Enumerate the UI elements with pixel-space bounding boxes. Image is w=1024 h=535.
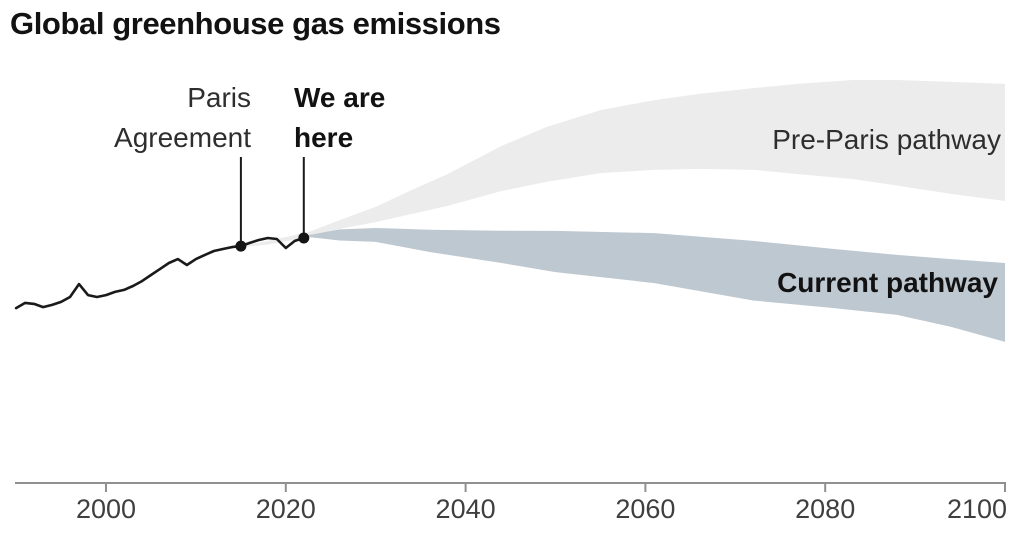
paris-annotation-line1: Paris [187,82,251,113]
we-are-here-marker-dot [298,232,310,244]
x-axis-label: 2080 [795,494,856,524]
x-axis-label: 2020 [255,494,316,524]
x-axis-label: 2040 [435,494,496,524]
x-axis-label: 2100 [946,494,1008,524]
pre-paris-band [240,80,1005,248]
we-are-here-annotation: We are here [294,78,385,158]
paris-agreement-annotation: Paris Agreement [114,78,251,158]
here-annotation-line1: We are [294,82,386,113]
x-axis-label: 2000 [75,494,137,524]
paris-marker-dot [235,240,247,252]
x-axis-label: 2060 [615,494,676,524]
current-band [308,228,1005,342]
paris-annotation-line2: Agreement [114,122,251,153]
current-pathway-label: Current pathway [777,267,998,298]
x-axis-ticks [105,483,1006,492]
chart-title: Global greenhouse gas emissions [10,6,501,41]
pre-paris-pathway-label: Pre-Paris pathway [772,124,1001,155]
here-annotation-line2: here [294,122,354,153]
historical-emissions-line [14,236,306,310]
